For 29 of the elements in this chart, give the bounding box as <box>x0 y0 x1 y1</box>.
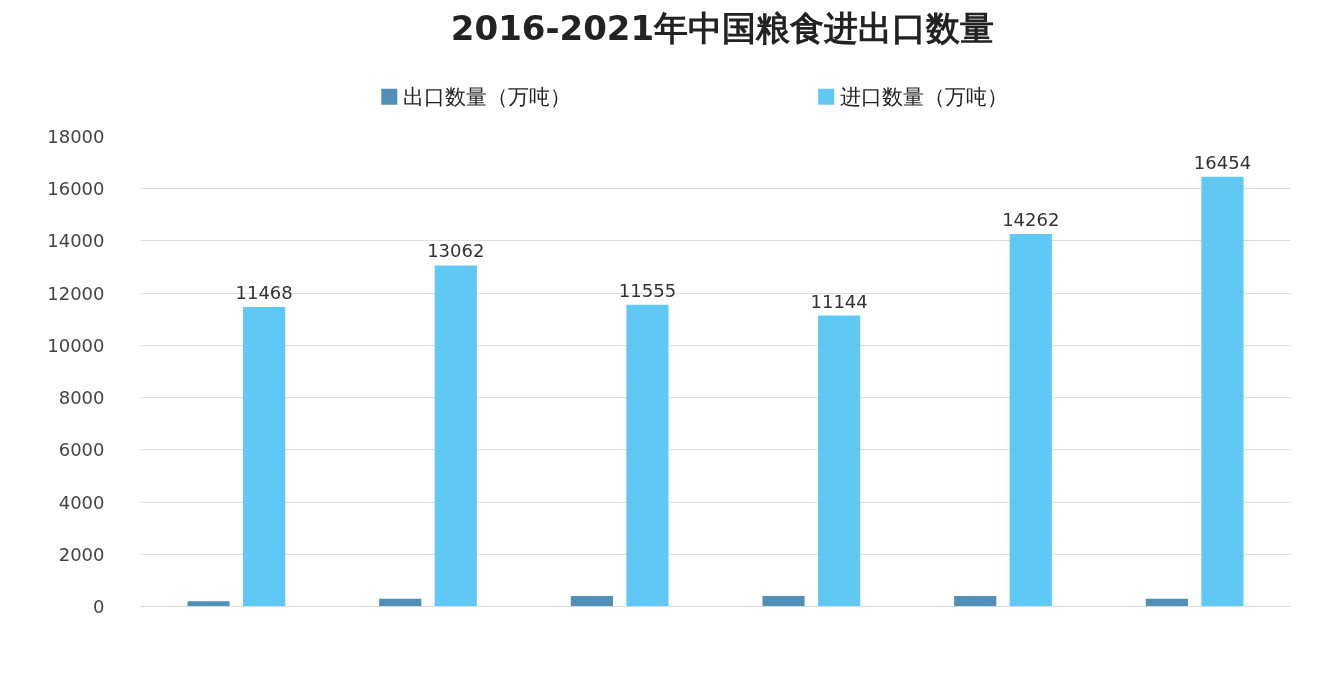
y-tick-label: 14000 <box>47 230 105 252</box>
data-label: 16454 <box>1193 151 1252 173</box>
bar <box>570 596 613 607</box>
bar <box>1009 234 1052 607</box>
bar <box>954 596 997 607</box>
bar <box>434 265 477 607</box>
y-tick-label: 2000 <box>58 543 105 565</box>
data-label: 14262 <box>1002 209 1060 231</box>
y-tick-label: 16000 <box>47 178 105 200</box>
bar <box>1201 176 1244 607</box>
chart-title: 2016-2021年中国粮食进出口数量 <box>450 7 995 48</box>
y-tick-label: 18000 <box>47 126 105 147</box>
y-tick-label: 4000 <box>58 491 105 513</box>
bar <box>243 307 286 607</box>
y-tick-label: 0 <box>93 596 105 617</box>
bar <box>762 596 805 607</box>
y-tick-label: 10000 <box>47 334 105 356</box>
bar <box>187 601 230 607</box>
data-label: 11468 <box>235 282 293 304</box>
bar <box>818 315 861 607</box>
y-tick-label: 6000 <box>58 439 105 461</box>
data-label: 13062 <box>427 240 485 262</box>
data-label: 11555 <box>618 279 677 301</box>
legend-label: 出口数量（万吨） <box>403 84 572 109</box>
legend-label: 进口数量（万吨） <box>840 84 1009 109</box>
data-label: 11144 <box>810 290 868 312</box>
y-tick-label: 8000 <box>58 387 105 409</box>
bar <box>626 304 669 607</box>
y-tick-label: 12000 <box>47 282 105 304</box>
